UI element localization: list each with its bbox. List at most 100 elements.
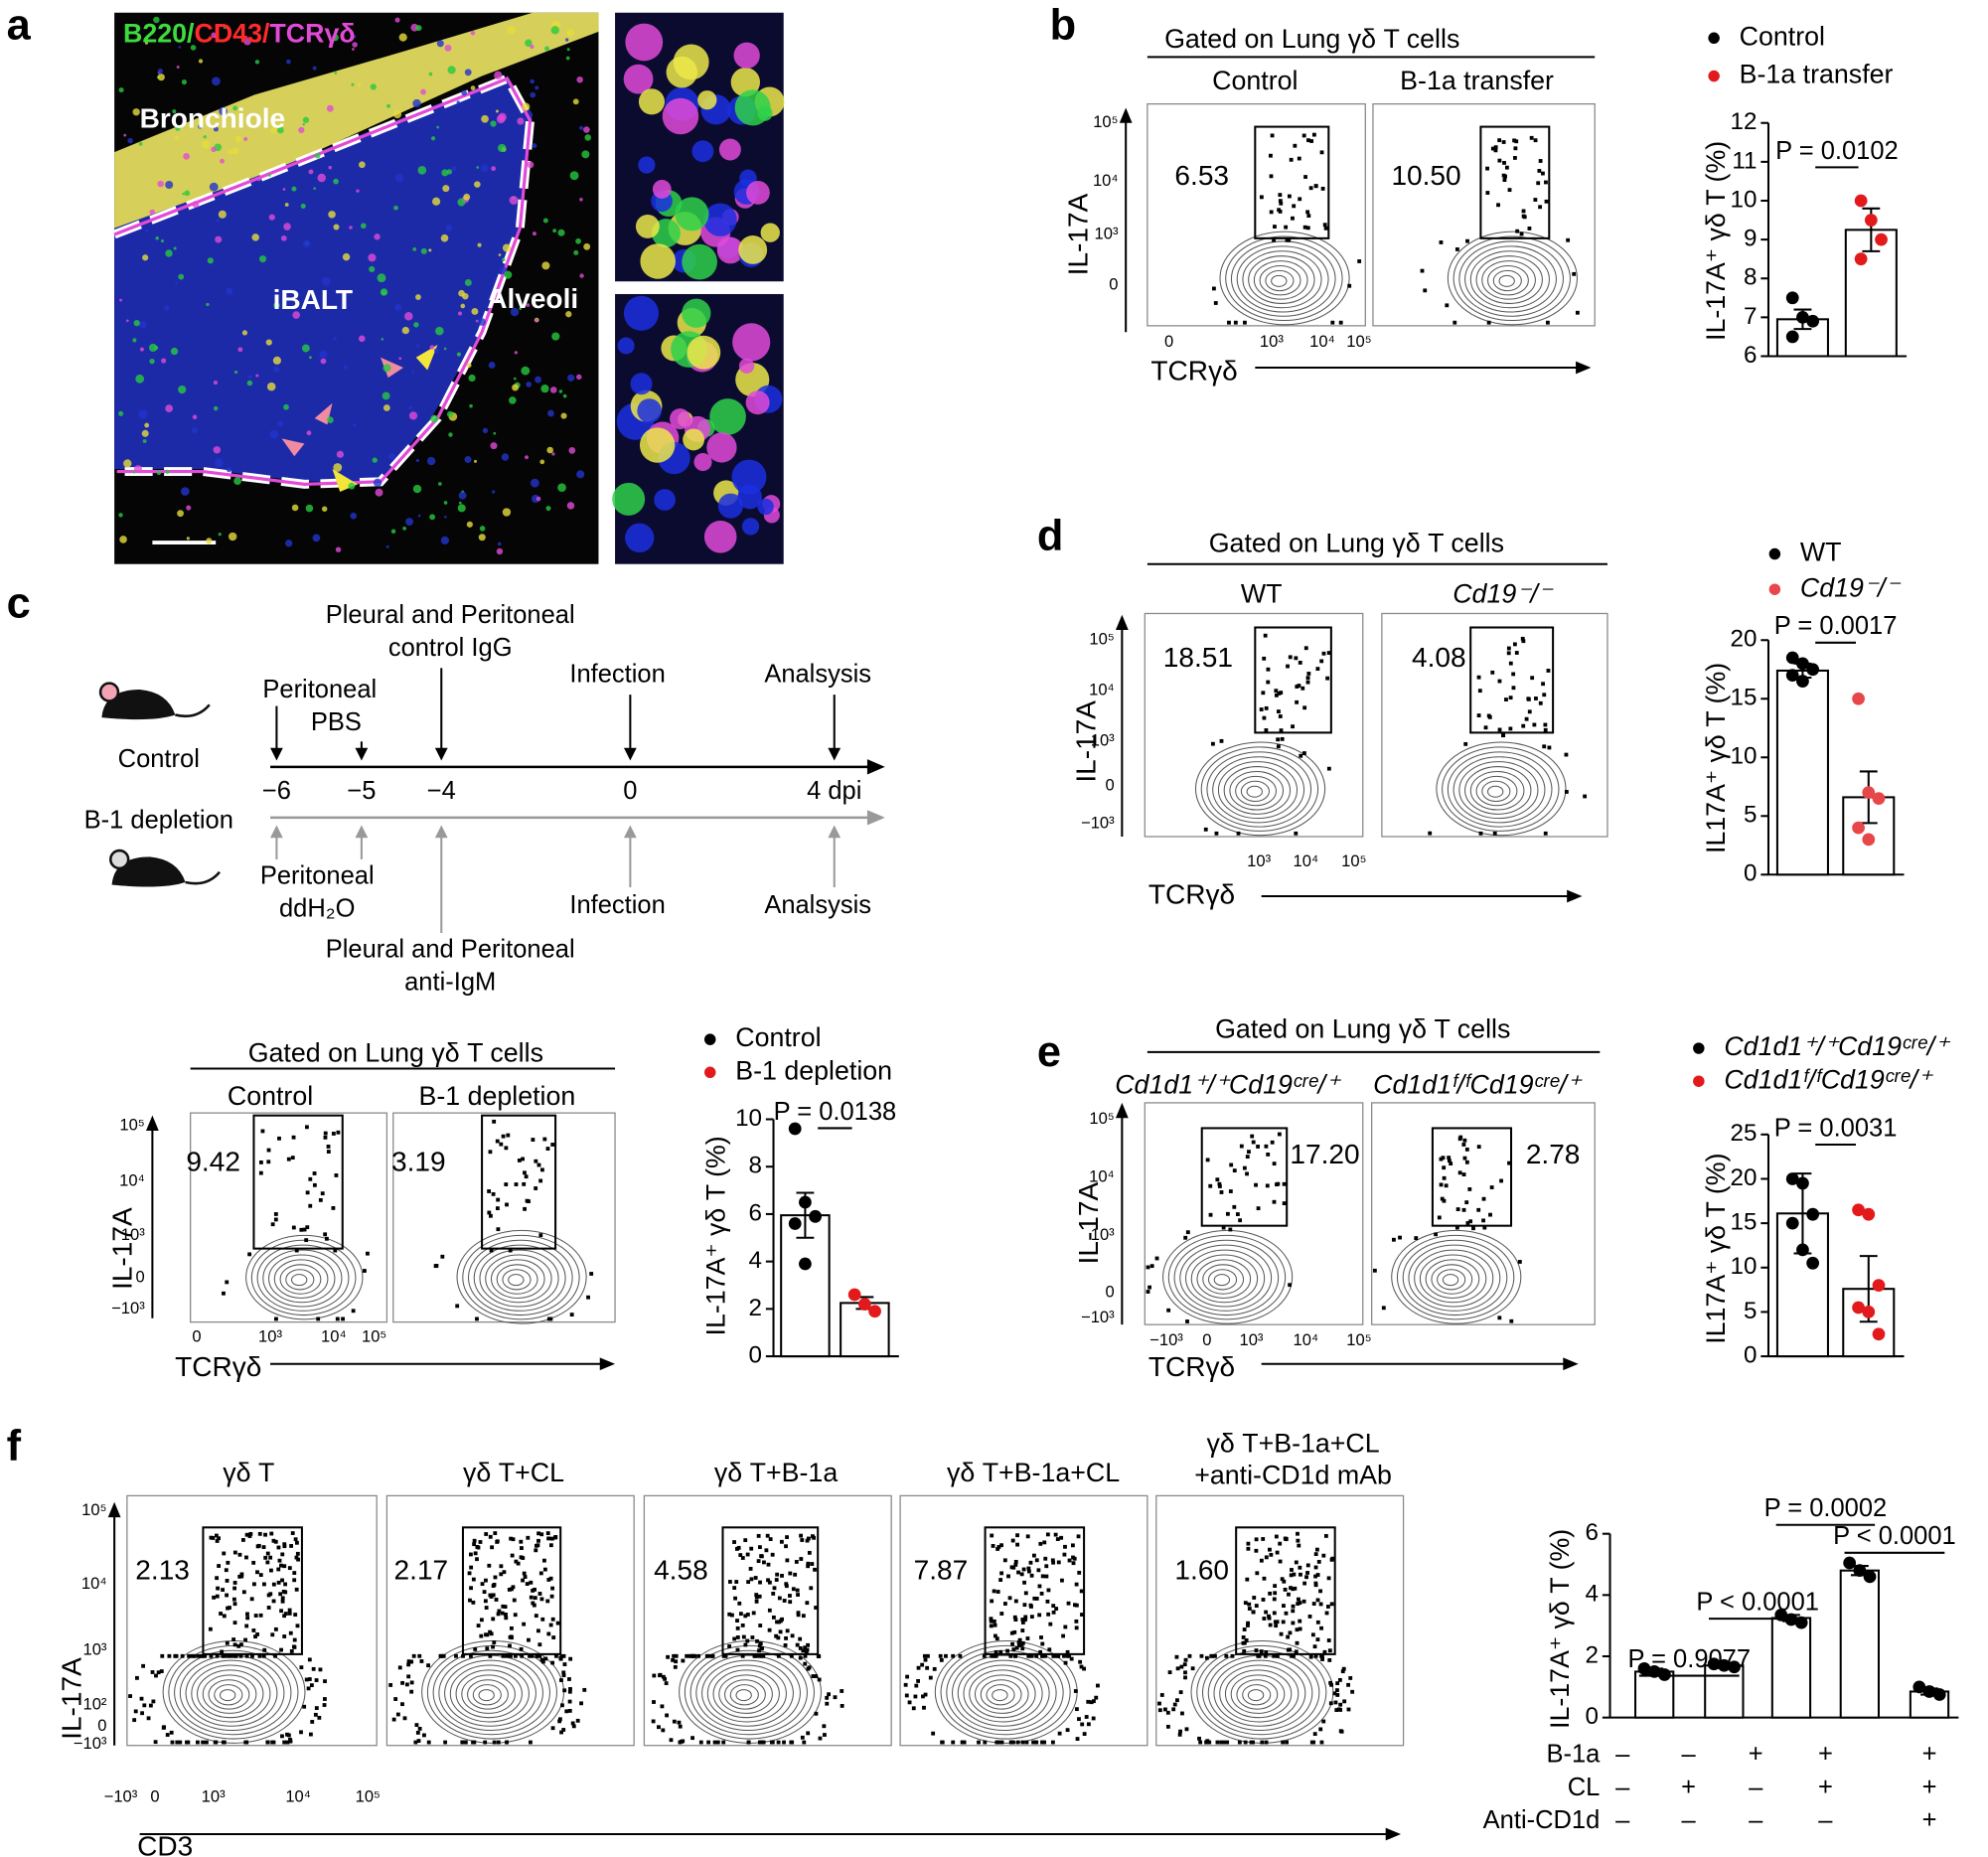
event [743,1614,748,1619]
cell [392,110,402,119]
cell [335,546,342,552]
cell [352,42,358,48]
event [1517,1260,1522,1264]
event [582,1687,587,1692]
event [1059,1535,1064,1540]
cell [206,302,210,307]
cell [412,246,417,251]
event [1318,1602,1323,1607]
event [288,1630,293,1635]
event [1305,1563,1310,1568]
event [1529,135,1534,140]
event [216,1586,221,1591]
plot-frame [1371,1102,1596,1325]
event [1015,1533,1019,1538]
y-tick-label: 5 [1744,1298,1757,1324]
cell [405,518,414,526]
cell [306,430,312,436]
event [1228,1189,1233,1193]
data-point [1806,314,1820,328]
event [203,1653,208,1658]
event [759,1554,764,1558]
x-tick-label: 10⁴ [321,1326,347,1345]
plot-frame [1147,102,1366,327]
event [925,1665,930,1670]
event [1026,1566,1031,1571]
event [241,1590,246,1595]
event [323,1135,328,1140]
event [1302,751,1306,755]
event [1514,651,1519,655]
event [1543,727,1548,732]
event [1149,1264,1154,1269]
event [160,1653,165,1658]
y-tick-label: 10 [1731,743,1758,770]
cell [488,362,496,369]
event [750,1635,755,1639]
event [1060,1578,1064,1583]
event [1533,198,1538,202]
cell [637,398,662,423]
event [1263,1653,1268,1658]
event [810,1562,815,1566]
event [488,1653,493,1658]
event [1010,1641,1014,1646]
event [1312,1644,1317,1649]
cell [317,173,327,183]
event [1462,1156,1467,1161]
data-point [1717,1658,1731,1672]
cell [283,223,291,231]
cell [612,482,646,516]
cell [638,88,666,115]
event [1434,1232,1439,1237]
event [503,1605,508,1610]
cell [490,442,498,450]
event [496,1740,501,1745]
contour [1207,1654,1313,1732]
event [1287,194,1292,199]
event [1051,1604,1056,1609]
cell [181,487,190,496]
data-point [857,1298,871,1311]
x-tick-label: 10³ [1260,332,1284,351]
cell [178,46,181,49]
y-tick-label: −10³ [1081,814,1115,833]
gate [1479,125,1551,239]
cell [501,453,510,461]
event [1298,1619,1302,1624]
event [1031,1740,1036,1745]
cell [216,218,220,223]
event [1043,1556,1048,1561]
event [550,1726,555,1731]
cell [675,197,709,232]
event [1286,1634,1291,1639]
event [261,1545,266,1550]
event [1311,132,1316,137]
event [1020,1646,1025,1651]
event [1296,1531,1300,1536]
event [1325,676,1330,681]
gate [1254,626,1332,734]
data-point [1864,214,1878,227]
event [1542,693,1547,697]
contour [1442,746,1560,832]
event [660,1704,665,1709]
cell [382,364,391,373]
event [1305,210,1310,215]
event [788,1571,793,1576]
day-label: 0 [623,777,637,805]
event [281,1589,286,1594]
cell [530,91,536,98]
event [799,1533,804,1538]
data-point [1796,1243,1809,1257]
data-point [1785,1216,1799,1230]
y-tick-label: 8 [749,1153,762,1179]
cell [456,100,460,104]
event [994,1636,999,1641]
event [1316,1559,1321,1564]
cell [565,311,572,318]
legend-marker [1708,70,1720,82]
event [508,1643,512,1648]
cell [153,16,160,24]
event [1044,1564,1049,1569]
